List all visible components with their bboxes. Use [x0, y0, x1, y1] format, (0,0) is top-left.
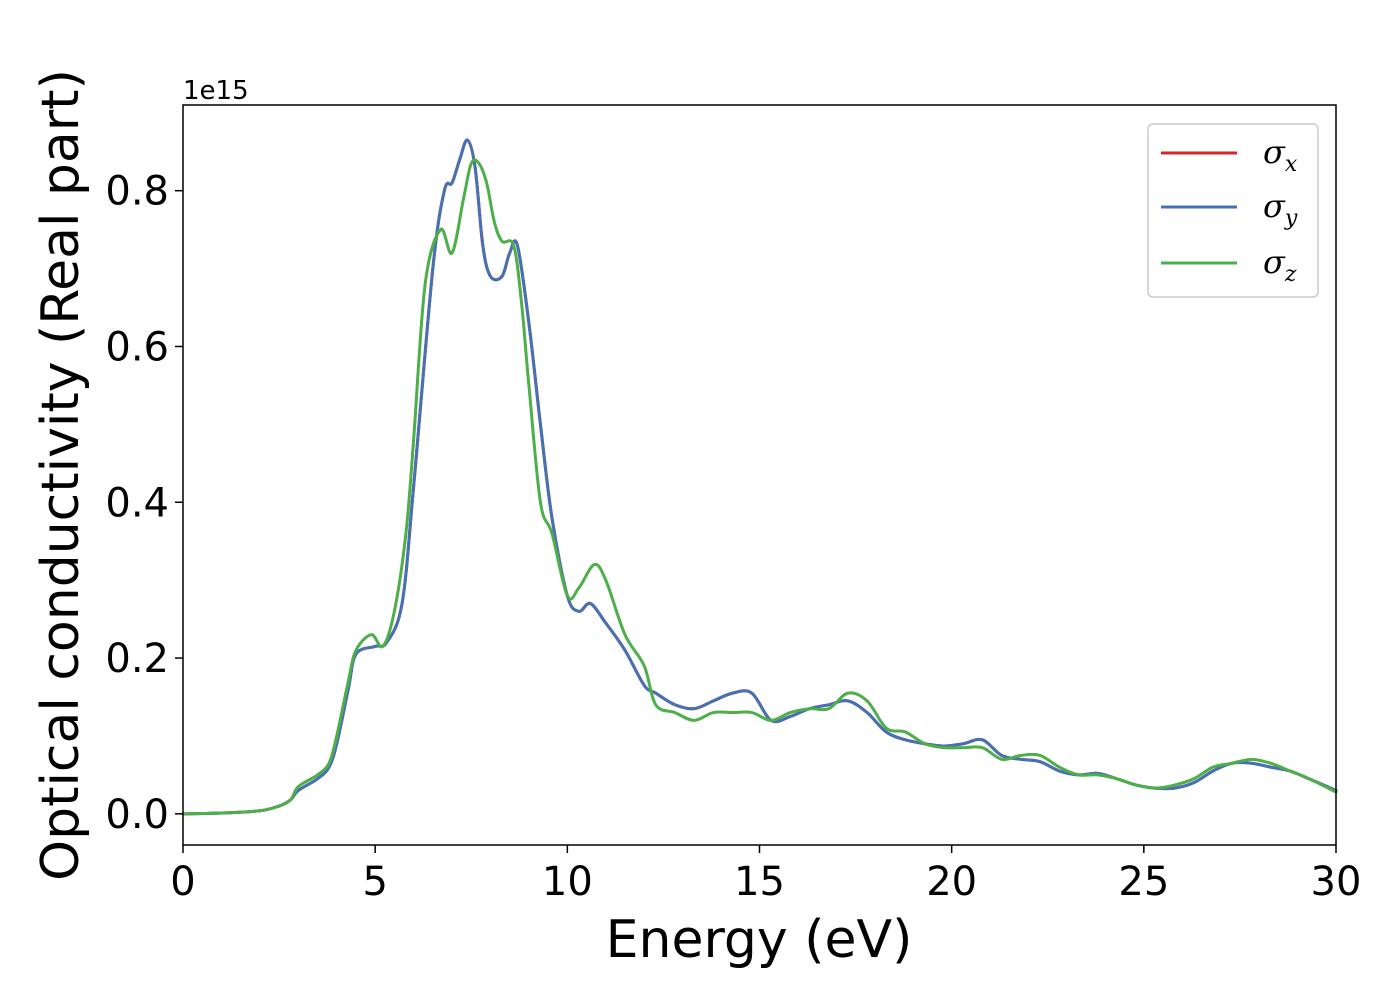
- y-axis: 0.0 0.2 0.4 0.6 0.8: [105, 169, 183, 838]
- x-axis-title: Energy (eV): [606, 910, 913, 970]
- y-offset-label: 1e15: [183, 76, 249, 106]
- x-tick-label: 5: [362, 859, 387, 905]
- series-line-z: [181, 158, 1338, 816]
- x-tick-label: 20: [926, 859, 977, 905]
- x-axis: 0 5 10 15 20 25 30: [170, 845, 1361, 905]
- legend-box: [1147, 123, 1319, 298]
- y-tick-label: 0.2: [105, 636, 169, 682]
- y-tick-label: 0.4: [105, 480, 169, 526]
- x-tick-label: 10: [542, 859, 593, 905]
- series-layer: [181, 138, 1338, 816]
- x-tick-label: 15: [734, 859, 785, 905]
- y-tick-label: 0.8: [105, 169, 169, 215]
- y-axis-title: Optical conductivity (Real part): [31, 69, 91, 881]
- y-tick-label: 0.6: [105, 324, 169, 370]
- x-tick-label: 30: [1311, 859, 1362, 905]
- x-tick-label: 25: [1118, 859, 1169, 905]
- y-tick-label: 0.0: [105, 792, 169, 838]
- plot-area: [183, 105, 1336, 845]
- x-tick-label: 0: [170, 859, 195, 905]
